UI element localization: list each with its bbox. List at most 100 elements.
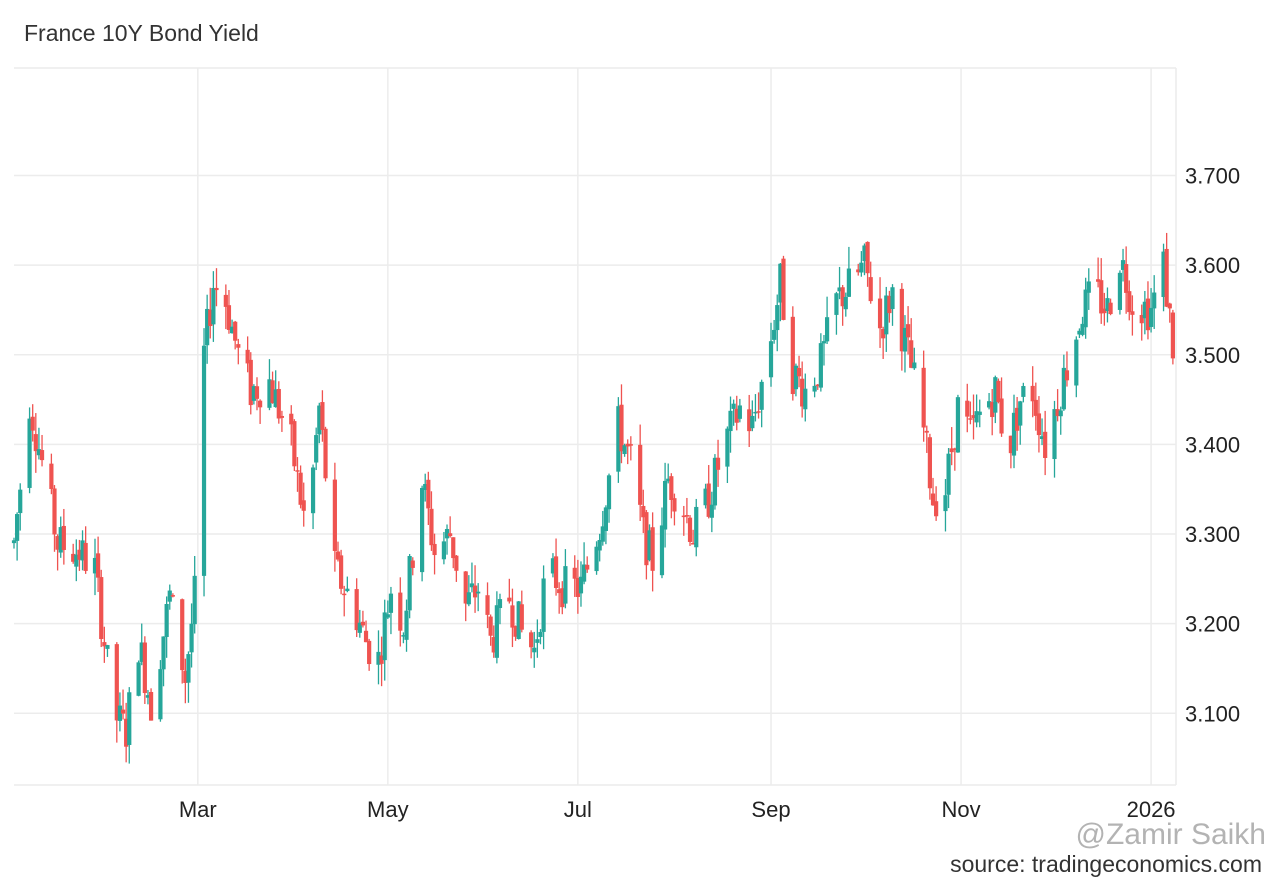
candle xyxy=(1086,268,1091,310)
y-tick-label: 3.500 xyxy=(1185,343,1240,368)
candle xyxy=(887,290,892,323)
candle xyxy=(488,614,493,646)
candle xyxy=(1142,290,1147,335)
candle xyxy=(824,296,830,344)
candle xyxy=(709,491,714,533)
candle xyxy=(532,631,537,668)
candle xyxy=(142,636,147,704)
candle xyxy=(451,537,456,569)
candle xyxy=(952,447,957,471)
candle xyxy=(650,512,655,592)
candle xyxy=(578,561,584,607)
candle xyxy=(301,482,306,527)
x-tick-label: Mar xyxy=(179,797,217,822)
candle xyxy=(96,536,101,592)
candle xyxy=(840,284,845,326)
source-link[interactable]: source: tradingeconomics.com xyxy=(950,851,1262,877)
candle xyxy=(1058,406,1063,435)
candle xyxy=(877,277,883,348)
candle xyxy=(843,292,848,317)
candle xyxy=(485,582,490,629)
candle xyxy=(815,384,820,390)
candle xyxy=(703,483,708,509)
candle xyxy=(737,398,742,423)
candle xyxy=(837,266,842,300)
candle xyxy=(803,373,808,422)
candle xyxy=(968,401,973,425)
candle xyxy=(659,507,665,579)
candle xyxy=(229,319,235,334)
candle xyxy=(360,610,366,628)
x-axis: Mar May Jul Sep Nov 2026 xyxy=(179,797,1176,822)
y-tick-label: 3.400 xyxy=(1185,432,1240,457)
candle xyxy=(868,261,873,304)
candle xyxy=(949,427,954,466)
candle xyxy=(1080,316,1085,337)
candle xyxy=(884,286,889,352)
candle xyxy=(930,477,936,506)
candle xyxy=(55,534,60,571)
candle xyxy=(934,486,939,521)
candle xyxy=(205,294,210,364)
candle xyxy=(251,384,256,405)
candle xyxy=(345,576,350,593)
candle xyxy=(796,355,802,388)
candle xyxy=(516,601,521,640)
candle xyxy=(507,578,512,604)
candle xyxy=(662,462,668,548)
candle xyxy=(996,378,1001,404)
candle xyxy=(124,702,129,763)
candle xyxy=(248,352,253,415)
candle xyxy=(1161,243,1166,312)
candle xyxy=(161,636,166,687)
candle xyxy=(1061,354,1066,411)
candle xyxy=(71,543,76,564)
candle xyxy=(550,553,556,578)
y-tick-label: 3.600 xyxy=(1185,253,1240,278)
candle xyxy=(295,457,300,492)
candle xyxy=(80,530,85,571)
candle xyxy=(812,377,817,398)
candle xyxy=(382,599,387,681)
candle xyxy=(800,361,805,418)
candle xyxy=(127,687,132,764)
candle xyxy=(986,393,992,410)
candle xyxy=(1008,435,1013,469)
candle xyxy=(1043,410,1048,476)
candle xyxy=(772,319,777,344)
candle xyxy=(192,556,197,634)
candle xyxy=(1124,246,1129,314)
candle xyxy=(955,394,961,453)
candle xyxy=(924,425,929,453)
candle xyxy=(139,623,144,666)
watermark-text: @Zamir Saikh xyxy=(1075,818,1267,851)
candle xyxy=(1033,382,1038,431)
candle xyxy=(1077,328,1082,339)
candle xyxy=(214,268,219,307)
candle xyxy=(469,562,475,593)
candle xyxy=(448,516,453,538)
candle xyxy=(638,424,643,521)
candle xyxy=(753,394,758,422)
candle xyxy=(510,588,515,648)
candle xyxy=(61,508,66,565)
candle xyxy=(993,375,998,424)
candle xyxy=(102,626,107,663)
x-tick-label: 2026 xyxy=(1127,797,1176,822)
candle xyxy=(254,377,260,411)
candle xyxy=(117,692,123,732)
candle xyxy=(114,642,119,743)
candle xyxy=(535,619,540,658)
candle xyxy=(432,533,437,575)
candle xyxy=(687,515,693,546)
candle xyxy=(454,555,459,582)
candle xyxy=(541,565,546,650)
candle xyxy=(385,600,390,620)
candle xyxy=(694,498,699,557)
candle xyxy=(423,473,428,502)
candle xyxy=(712,454,718,510)
candle xyxy=(342,585,347,617)
candle xyxy=(1064,351,1070,387)
candle xyxy=(572,555,577,597)
